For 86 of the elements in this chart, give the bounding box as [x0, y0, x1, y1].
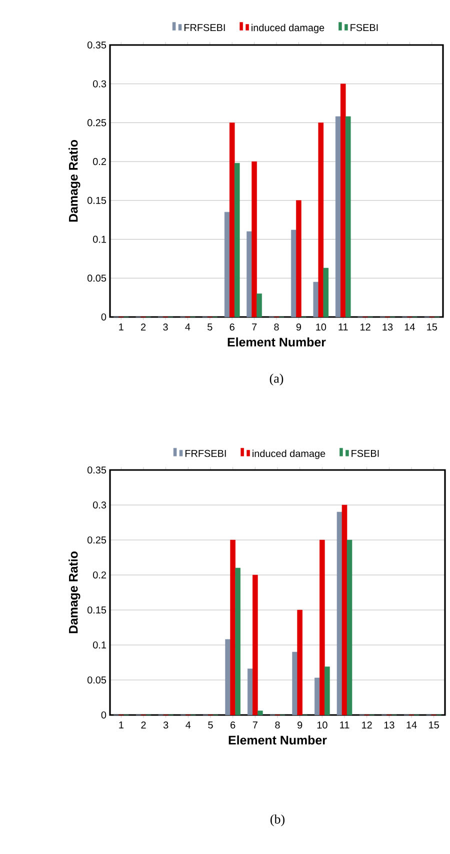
- y-tick-label: 0.15: [87, 196, 106, 204]
- x-axis-title: Element Number: [228, 735, 327, 745]
- bar: [342, 504, 348, 716]
- bar: [313, 282, 319, 318]
- bar: [296, 200, 302, 318]
- y-tick-label: 0.1: [93, 641, 106, 649]
- x-axis-title: Element Number: [228, 337, 326, 347]
- x-tick-label: 3: [163, 324, 168, 331]
- x-tick-label: 14: [404, 323, 415, 330]
- bar: [318, 122, 324, 318]
- bar: [335, 116, 341, 318]
- bar: [320, 540, 325, 716]
- y-tick-label: 0.2: [93, 158, 106, 166]
- y-tick-label: 0.05: [87, 274, 106, 282]
- y-tick-label: 0.05: [87, 676, 106, 684]
- legend-label: induced damage: [252, 450, 326, 460]
- bar: [230, 540, 236, 716]
- x-tick-label: 8: [274, 324, 279, 331]
- y-axis-title: Damage Ratio: [68, 551, 80, 634]
- bar: [234, 162, 240, 318]
- x-tick-label: 6: [230, 324, 234, 331]
- x-tick-label: 1: [119, 721, 124, 728]
- x-tick-label: 4: [185, 323, 190, 330]
- y-tick-label: 0.2: [93, 571, 106, 579]
- bar: [324, 666, 330, 716]
- bar: [292, 652, 298, 716]
- bar: [252, 161, 257, 318]
- bar: [336, 512, 342, 716]
- x-tick-label: 3: [163, 722, 168, 729]
- y-tick-label: 0.3: [93, 80, 106, 88]
- x-tick-label: 6: [230, 722, 236, 729]
- y-tick-label: 0.15: [87, 606, 106, 614]
- legend-label: FRFSEBI: [185, 450, 226, 457]
- x-tick-label: 13: [384, 722, 394, 729]
- x-tick-label: 7: [252, 323, 257, 330]
- bar: [235, 568, 240, 716]
- bar: [252, 574, 258, 716]
- x-tick-label: 7: [252, 721, 258, 728]
- legend-label: FRFSEBI: [184, 24, 225, 32]
- bar: [345, 116, 351, 318]
- bar: [248, 668, 253, 716]
- bar: [297, 610, 302, 716]
- x-tick-label: 15: [427, 323, 438, 330]
- x-tick-label: 12: [362, 722, 372, 728]
- legend-label: FSEBI: [352, 450, 379, 457]
- x-tick-label: 15: [429, 721, 439, 728]
- x-tick-label: 5: [208, 721, 213, 728]
- x-tick-label: 1: [119, 323, 124, 330]
- bar: [323, 268, 329, 318]
- bar: [229, 122, 235, 318]
- x-tick-label: 13: [382, 324, 393, 331]
- bar: [346, 540, 352, 716]
- y-tick-label: 0.35: [87, 466, 106, 474]
- x-tick-label: 9: [296, 324, 302, 331]
- y-tick-label: 0.35: [87, 41, 106, 49]
- y-tick-label: 0.1: [93, 236, 106, 243]
- bar: [291, 230, 296, 318]
- bar: [314, 678, 320, 716]
- text: (a): [270, 374, 284, 386]
- y-tick-label: 0.25: [87, 536, 106, 544]
- x-tick-label: 14: [406, 721, 417, 728]
- legend-label: induced damage: [252, 24, 324, 34]
- x-tick-label: 2: [141, 722, 146, 728]
- bar: [258, 710, 263, 716]
- x-tick-label: 10: [316, 324, 326, 331]
- y-axis-title: Damage Ratio: [68, 140, 80, 222]
- x-tick-label: 4: [186, 721, 191, 728]
- x-tick-label: 5: [208, 323, 212, 330]
- bar: [224, 212, 230, 318]
- x-tick-label: 12: [360, 324, 370, 330]
- x-tick-label: 11: [338, 323, 348, 330]
- x-tick-label: 9: [298, 722, 302, 729]
- y-tick-label: 0.25: [87, 119, 106, 126]
- bar: [225, 639, 230, 716]
- y-tick-label: 0: [101, 711, 106, 719]
- y-tick-label: 0: [101, 313, 106, 321]
- x-tick-label: 10: [317, 722, 328, 729]
- x-tick-label: 2: [141, 324, 146, 330]
- x-tick-label: 11: [340, 721, 350, 728]
- x-tick-label: 8: [275, 722, 280, 729]
- bar: [340, 84, 346, 318]
- legend-label: FSEBI: [350, 24, 378, 32]
- text: (b): [270, 814, 284, 826]
- bar: [246, 231, 252, 318]
- y-tick-label: 0.3: [93, 501, 106, 509]
- bar: [256, 294, 262, 318]
